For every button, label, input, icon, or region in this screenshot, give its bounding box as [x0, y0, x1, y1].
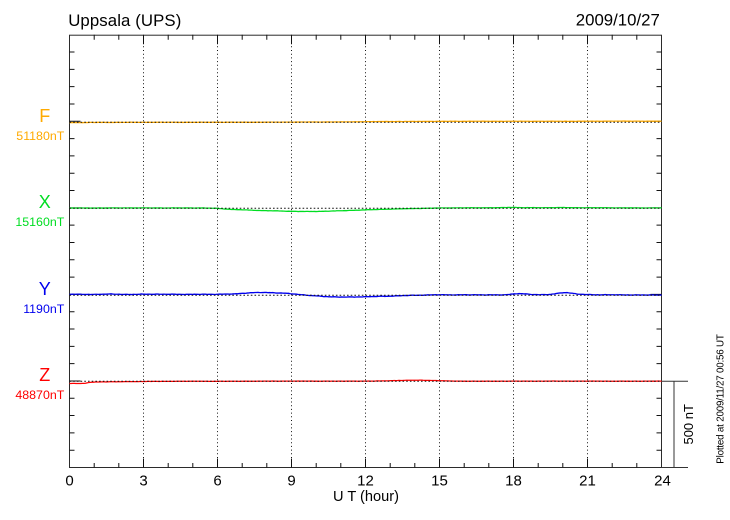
- svg-text:2009/10/27: 2009/10/27: [576, 11, 660, 30]
- svg-text:6: 6: [213, 473, 221, 490]
- svg-text:12: 12: [357, 473, 374, 490]
- svg-text:51180nT: 51180nT: [16, 129, 64, 143]
- svg-text:18: 18: [505, 473, 522, 490]
- svg-text:Y: Y: [39, 279, 51, 299]
- svg-text:F: F: [39, 106, 50, 126]
- svg-text:Uppsala (UPS): Uppsala (UPS): [68, 11, 181, 30]
- svg-text:U T (hour): U T (hour): [333, 489, 399, 505]
- svg-text:15160nT: 15160nT: [15, 215, 64, 229]
- svg-text:1190nT: 1190nT: [23, 302, 65, 316]
- svg-text:48870nT: 48870nT: [15, 388, 64, 402]
- svg-text:500 nT: 500 nT: [681, 404, 696, 445]
- svg-text:15: 15: [431, 473, 448, 490]
- svg-text:9: 9: [287, 473, 295, 490]
- svg-text:3: 3: [139, 473, 147, 490]
- svg-text:21: 21: [579, 473, 596, 490]
- svg-text:0: 0: [65, 473, 73, 490]
- svg-text:Z: Z: [39, 365, 50, 385]
- svg-text:X: X: [39, 192, 51, 212]
- svg-text:24: 24: [654, 473, 671, 490]
- svg-text:Plotted at 2009/11/27 00:56 UT: Plotted at 2009/11/27 00:56 UT: [715, 334, 726, 464]
